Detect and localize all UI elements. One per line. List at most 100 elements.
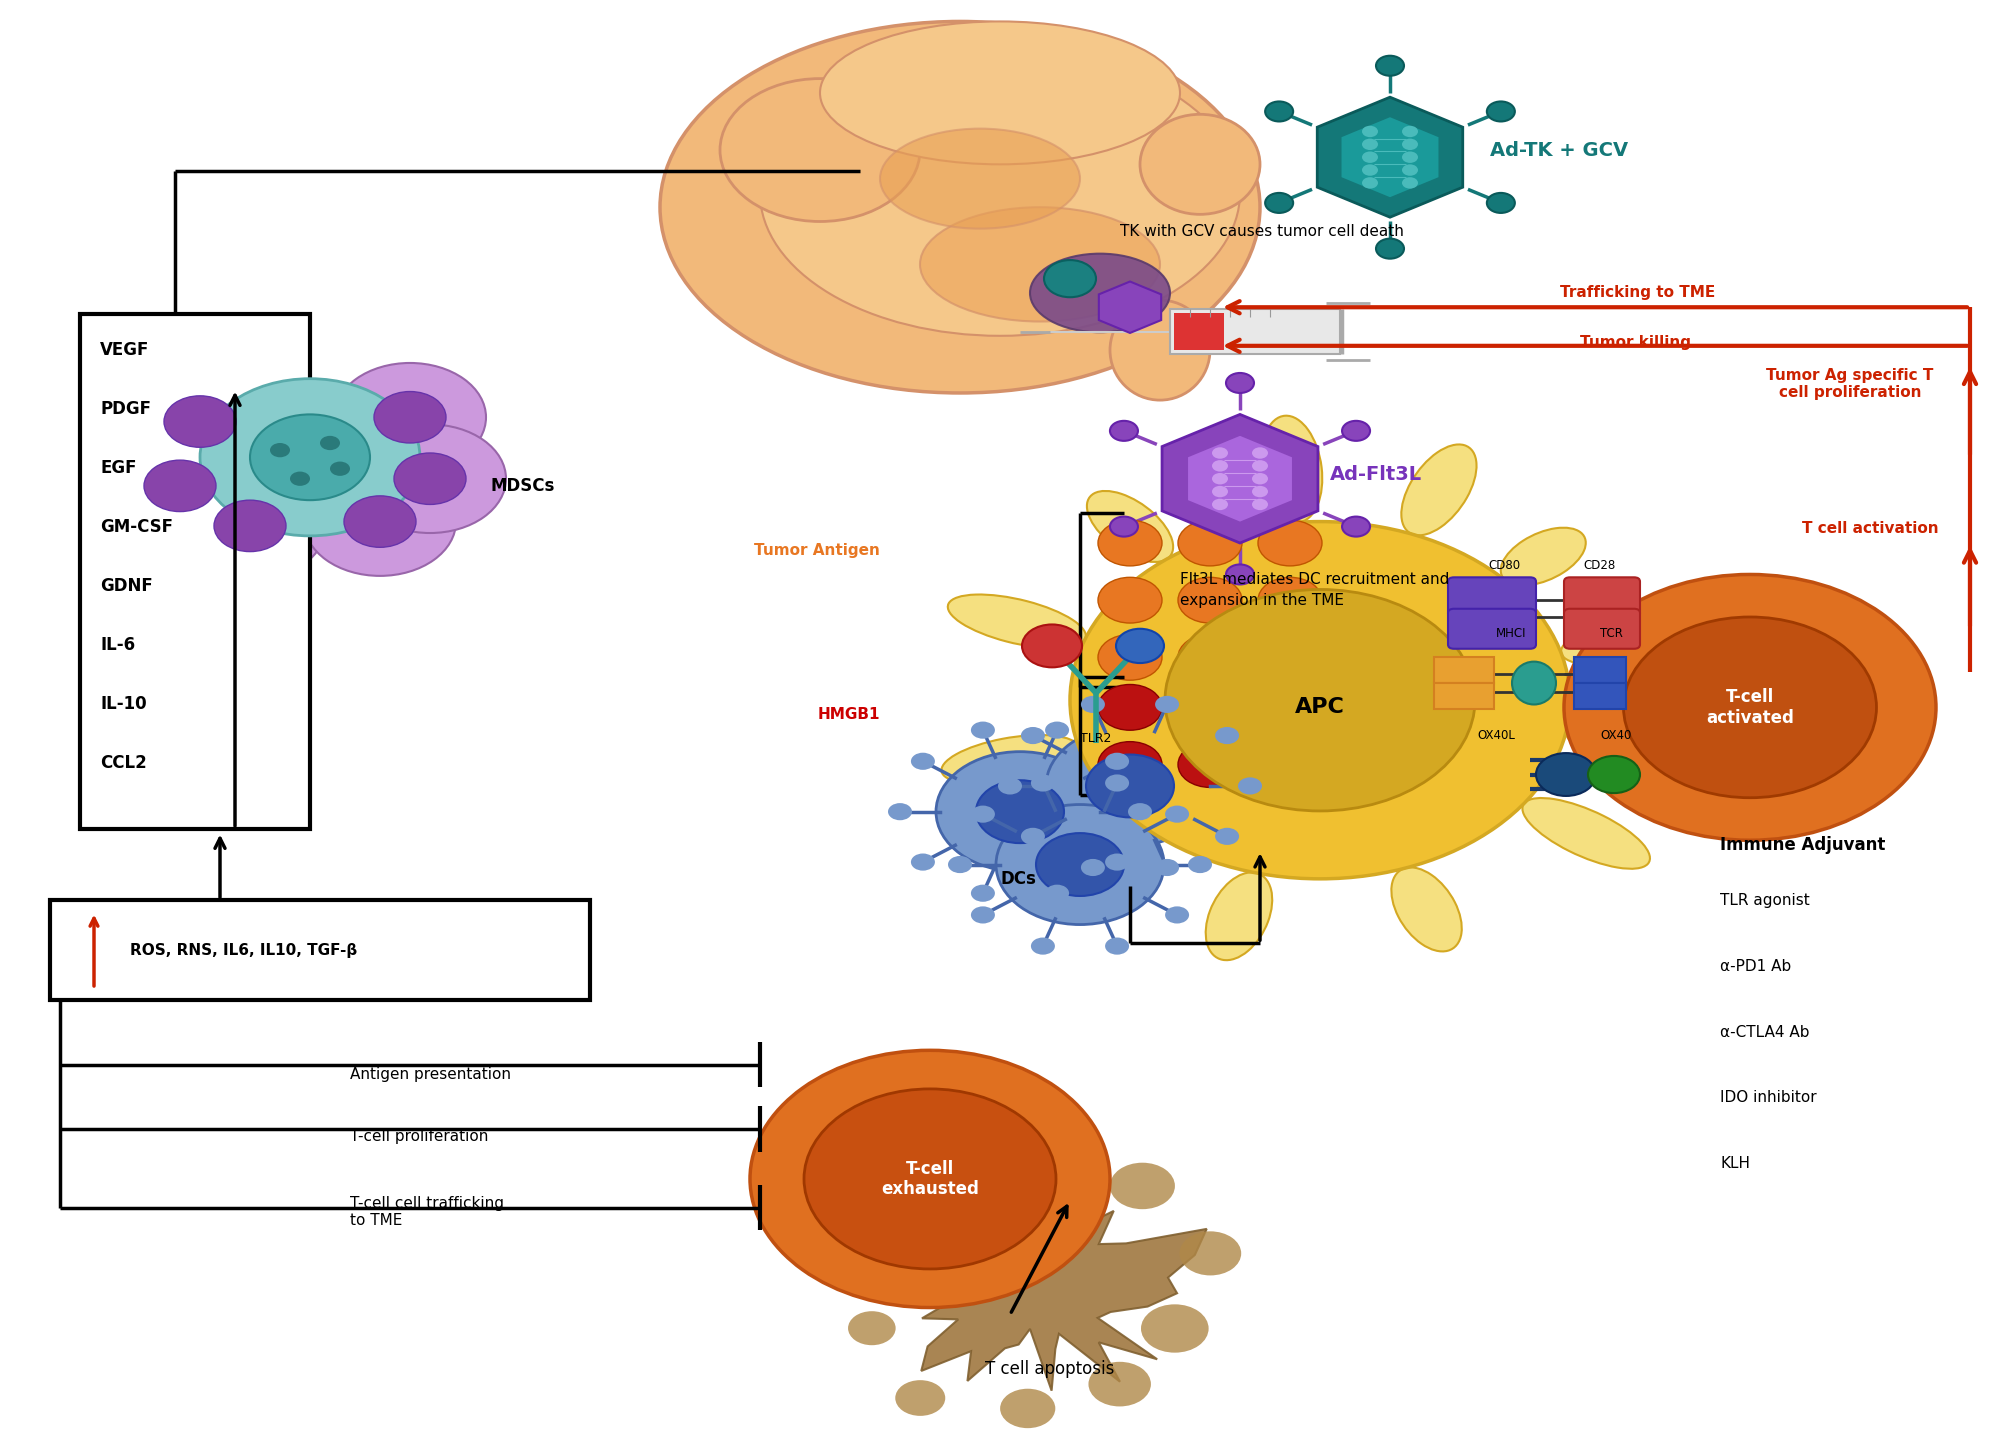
Circle shape (1116, 629, 1164, 663)
Ellipse shape (1030, 254, 1170, 333)
Circle shape (996, 805, 1164, 925)
Ellipse shape (1402, 444, 1476, 536)
Circle shape (200, 379, 420, 536)
Circle shape (174, 472, 326, 580)
FancyBboxPatch shape (1448, 609, 1536, 649)
FancyBboxPatch shape (1170, 309, 1340, 354)
Circle shape (1212, 447, 1228, 459)
Text: Antigen presentation: Antigen presentation (350, 1067, 512, 1082)
FancyBboxPatch shape (1574, 683, 1626, 709)
Circle shape (1128, 803, 1152, 820)
Polygon shape (1098, 282, 1162, 333)
Circle shape (1178, 634, 1242, 680)
Circle shape (1342, 517, 1370, 537)
Circle shape (1022, 624, 1082, 667)
Circle shape (1252, 460, 1268, 472)
Text: ROS, RNS, IL6, IL10, TGF-β: ROS, RNS, IL6, IL10, TGF-β (130, 943, 358, 957)
Circle shape (320, 436, 340, 450)
FancyBboxPatch shape (1574, 657, 1626, 683)
Circle shape (1178, 577, 1242, 623)
FancyBboxPatch shape (1564, 609, 1640, 649)
Circle shape (1080, 696, 1104, 713)
Circle shape (1266, 101, 1294, 121)
Circle shape (1212, 486, 1228, 497)
Circle shape (1000, 1389, 1056, 1428)
FancyBboxPatch shape (1434, 657, 1494, 683)
Circle shape (1258, 520, 1322, 566)
Circle shape (164, 396, 236, 447)
Circle shape (1106, 853, 1130, 870)
Circle shape (334, 363, 486, 472)
Ellipse shape (820, 21, 1180, 164)
Circle shape (910, 853, 934, 870)
Circle shape (1266, 193, 1294, 213)
Circle shape (1086, 755, 1174, 817)
FancyBboxPatch shape (1174, 313, 1224, 350)
Circle shape (1486, 193, 1514, 213)
Circle shape (1376, 239, 1404, 259)
Circle shape (1238, 777, 1262, 795)
Polygon shape (1162, 414, 1318, 543)
Text: T-cell
activated: T-cell activated (1706, 687, 1794, 727)
Text: GDNF: GDNF (100, 577, 152, 594)
Text: PDGF: PDGF (100, 400, 152, 419)
Text: T-cell cell trafficking
to TME: T-cell cell trafficking to TME (350, 1196, 504, 1228)
Text: OX40: OX40 (1600, 729, 1632, 742)
Circle shape (1046, 885, 1070, 902)
Circle shape (1098, 577, 1162, 623)
Circle shape (1216, 727, 1240, 745)
Circle shape (1156, 859, 1180, 876)
Circle shape (970, 806, 994, 823)
Circle shape (1564, 574, 1936, 840)
Circle shape (214, 500, 286, 552)
Text: T cell apoptosis: T cell apoptosis (986, 1360, 1114, 1379)
Text: OX40L: OX40L (1478, 729, 1514, 742)
Circle shape (1030, 937, 1054, 955)
Ellipse shape (760, 50, 1240, 336)
Circle shape (270, 443, 290, 457)
Circle shape (1106, 753, 1130, 770)
Ellipse shape (948, 594, 1086, 649)
Circle shape (1020, 727, 1044, 745)
Text: KLH: KLH (1720, 1156, 1750, 1170)
Text: TLR agonist: TLR agonist (1720, 893, 1810, 907)
Text: TCR: TCR (1600, 627, 1622, 640)
Text: MDSCs: MDSCs (490, 477, 554, 494)
Ellipse shape (880, 129, 1080, 229)
Circle shape (1156, 696, 1180, 713)
Ellipse shape (1206, 872, 1272, 960)
Circle shape (1088, 1362, 1150, 1406)
Text: TLR2: TLR2 (1080, 732, 1112, 745)
Circle shape (1258, 742, 1322, 787)
Text: Trafficking to TME: Trafficking to TME (1560, 286, 1716, 300)
Ellipse shape (660, 21, 1260, 393)
Text: Tumor killing: Tumor killing (1580, 336, 1692, 350)
Circle shape (1180, 1232, 1242, 1276)
Ellipse shape (1068, 830, 1158, 899)
Ellipse shape (920, 207, 1160, 322)
Circle shape (394, 453, 466, 504)
Text: Flt3L mediates DC recruitment and
expansion in the TME: Flt3L mediates DC recruitment and expans… (1180, 572, 1450, 607)
Circle shape (1486, 101, 1514, 121)
Circle shape (1588, 756, 1640, 793)
Text: IL-10: IL-10 (100, 694, 146, 713)
Circle shape (1342, 420, 1370, 440)
Circle shape (1402, 139, 1418, 150)
Circle shape (1046, 726, 1214, 846)
Text: T-cell proliferation: T-cell proliferation (350, 1129, 488, 1143)
Circle shape (1140, 1305, 1208, 1353)
Text: Ad-Flt3L: Ad-Flt3L (1330, 464, 1422, 484)
Circle shape (1226, 373, 1254, 393)
Text: VEGF: VEGF (100, 342, 150, 359)
Circle shape (1212, 460, 1228, 472)
Circle shape (1402, 164, 1418, 176)
Text: EGF: EGF (100, 459, 136, 477)
Circle shape (1362, 164, 1378, 176)
Ellipse shape (1500, 527, 1586, 586)
Circle shape (1000, 1146, 1066, 1193)
Ellipse shape (1140, 114, 1260, 214)
Circle shape (804, 1089, 1056, 1269)
Circle shape (1098, 742, 1162, 787)
Circle shape (888, 803, 912, 820)
Text: Ad-TK + GCV: Ad-TK + GCV (1490, 140, 1628, 160)
